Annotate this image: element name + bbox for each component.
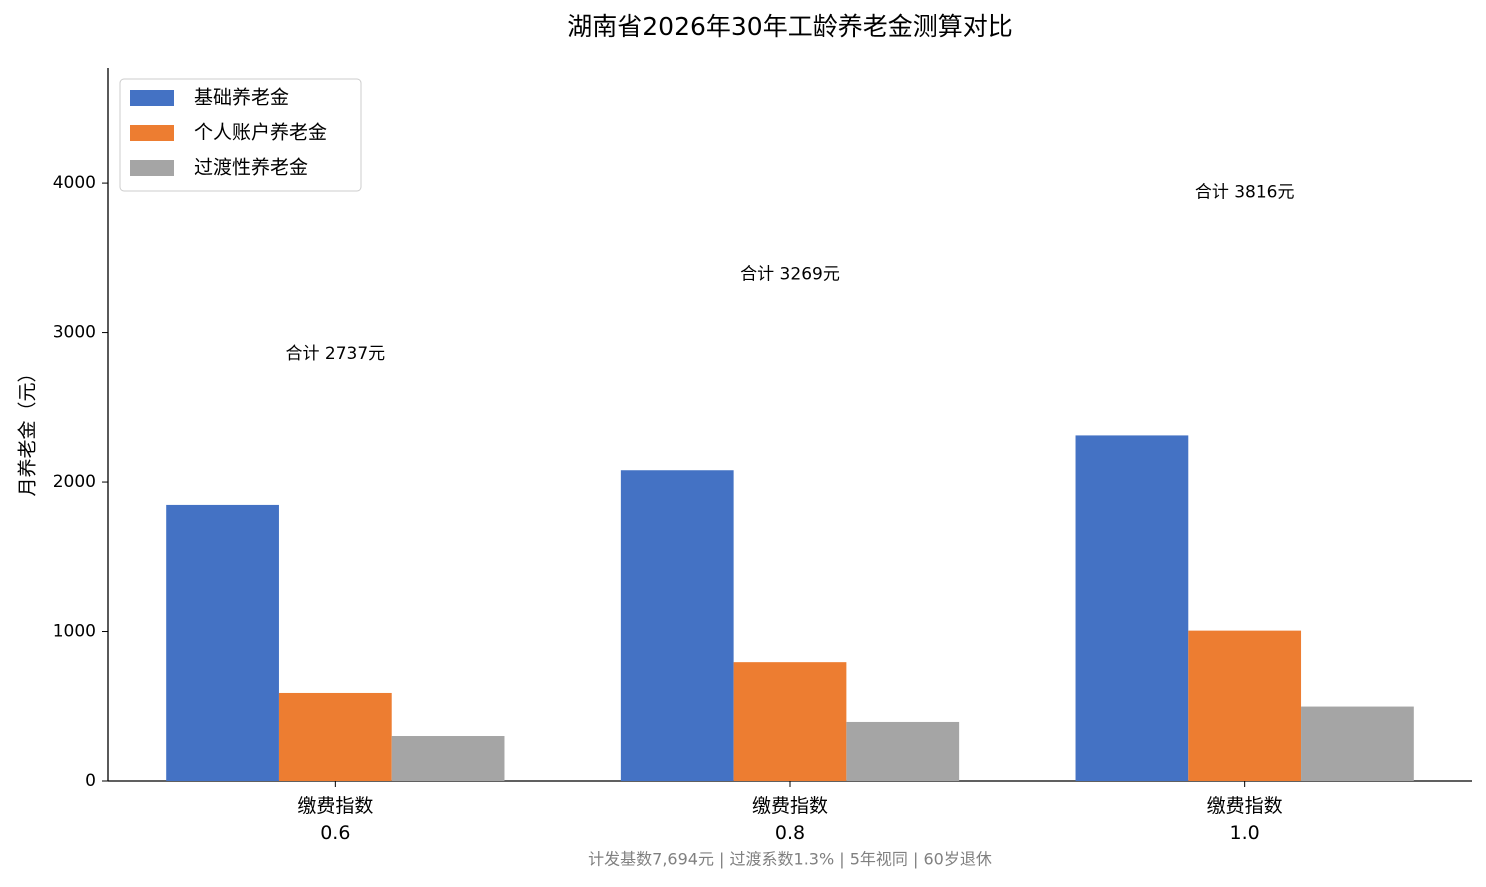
bar bbox=[620, 470, 734, 781]
y-tick-label: 3000 bbox=[53, 323, 96, 343]
legend-label: 基础养老金 bbox=[194, 87, 289, 109]
y-tick-label: 0 bbox=[85, 771, 96, 791]
bar bbox=[278, 692, 392, 781]
y-axis-label: 月养老金（元） bbox=[17, 363, 39, 496]
chart-title: 湖南省2026年30年工龄养老金测算对比 bbox=[567, 12, 1012, 41]
bar bbox=[846, 721, 960, 781]
legend-swatch bbox=[130, 90, 174, 106]
bar bbox=[733, 662, 847, 781]
y-tick-label: 4000 bbox=[53, 173, 96, 193]
bar bbox=[391, 736, 505, 781]
legend-swatch bbox=[130, 160, 174, 176]
bar bbox=[1188, 630, 1302, 781]
legend-label: 个人账户养老金 bbox=[194, 122, 327, 144]
bar bbox=[1075, 435, 1189, 781]
total-annotation: 合计 2737元 bbox=[285, 344, 385, 364]
bar bbox=[166, 504, 279, 781]
x-tick-label: 缴费指数 0.6 bbox=[297, 795, 374, 844]
x-tick-label: 缴费指数 0.8 bbox=[751, 795, 828, 844]
bar bbox=[1301, 706, 1414, 781]
total-annotation: 合计 3816元 bbox=[1195, 183, 1295, 203]
footnote: 计发基数7,694元 | 过渡系数1.3% | 5年视同 | 60岁退休 bbox=[588, 850, 992, 869]
total-annotation: 合计 3269元 bbox=[740, 264, 840, 284]
legend-swatch bbox=[130, 125, 174, 141]
y-tick-label: 2000 bbox=[53, 472, 96, 492]
y-tick-label: 1000 bbox=[53, 622, 96, 642]
x-tick-label: 缴费指数 1.0 bbox=[1206, 795, 1283, 844]
legend-label: 过渡性养老金 bbox=[194, 157, 308, 179]
legend-box bbox=[119, 78, 362, 192]
